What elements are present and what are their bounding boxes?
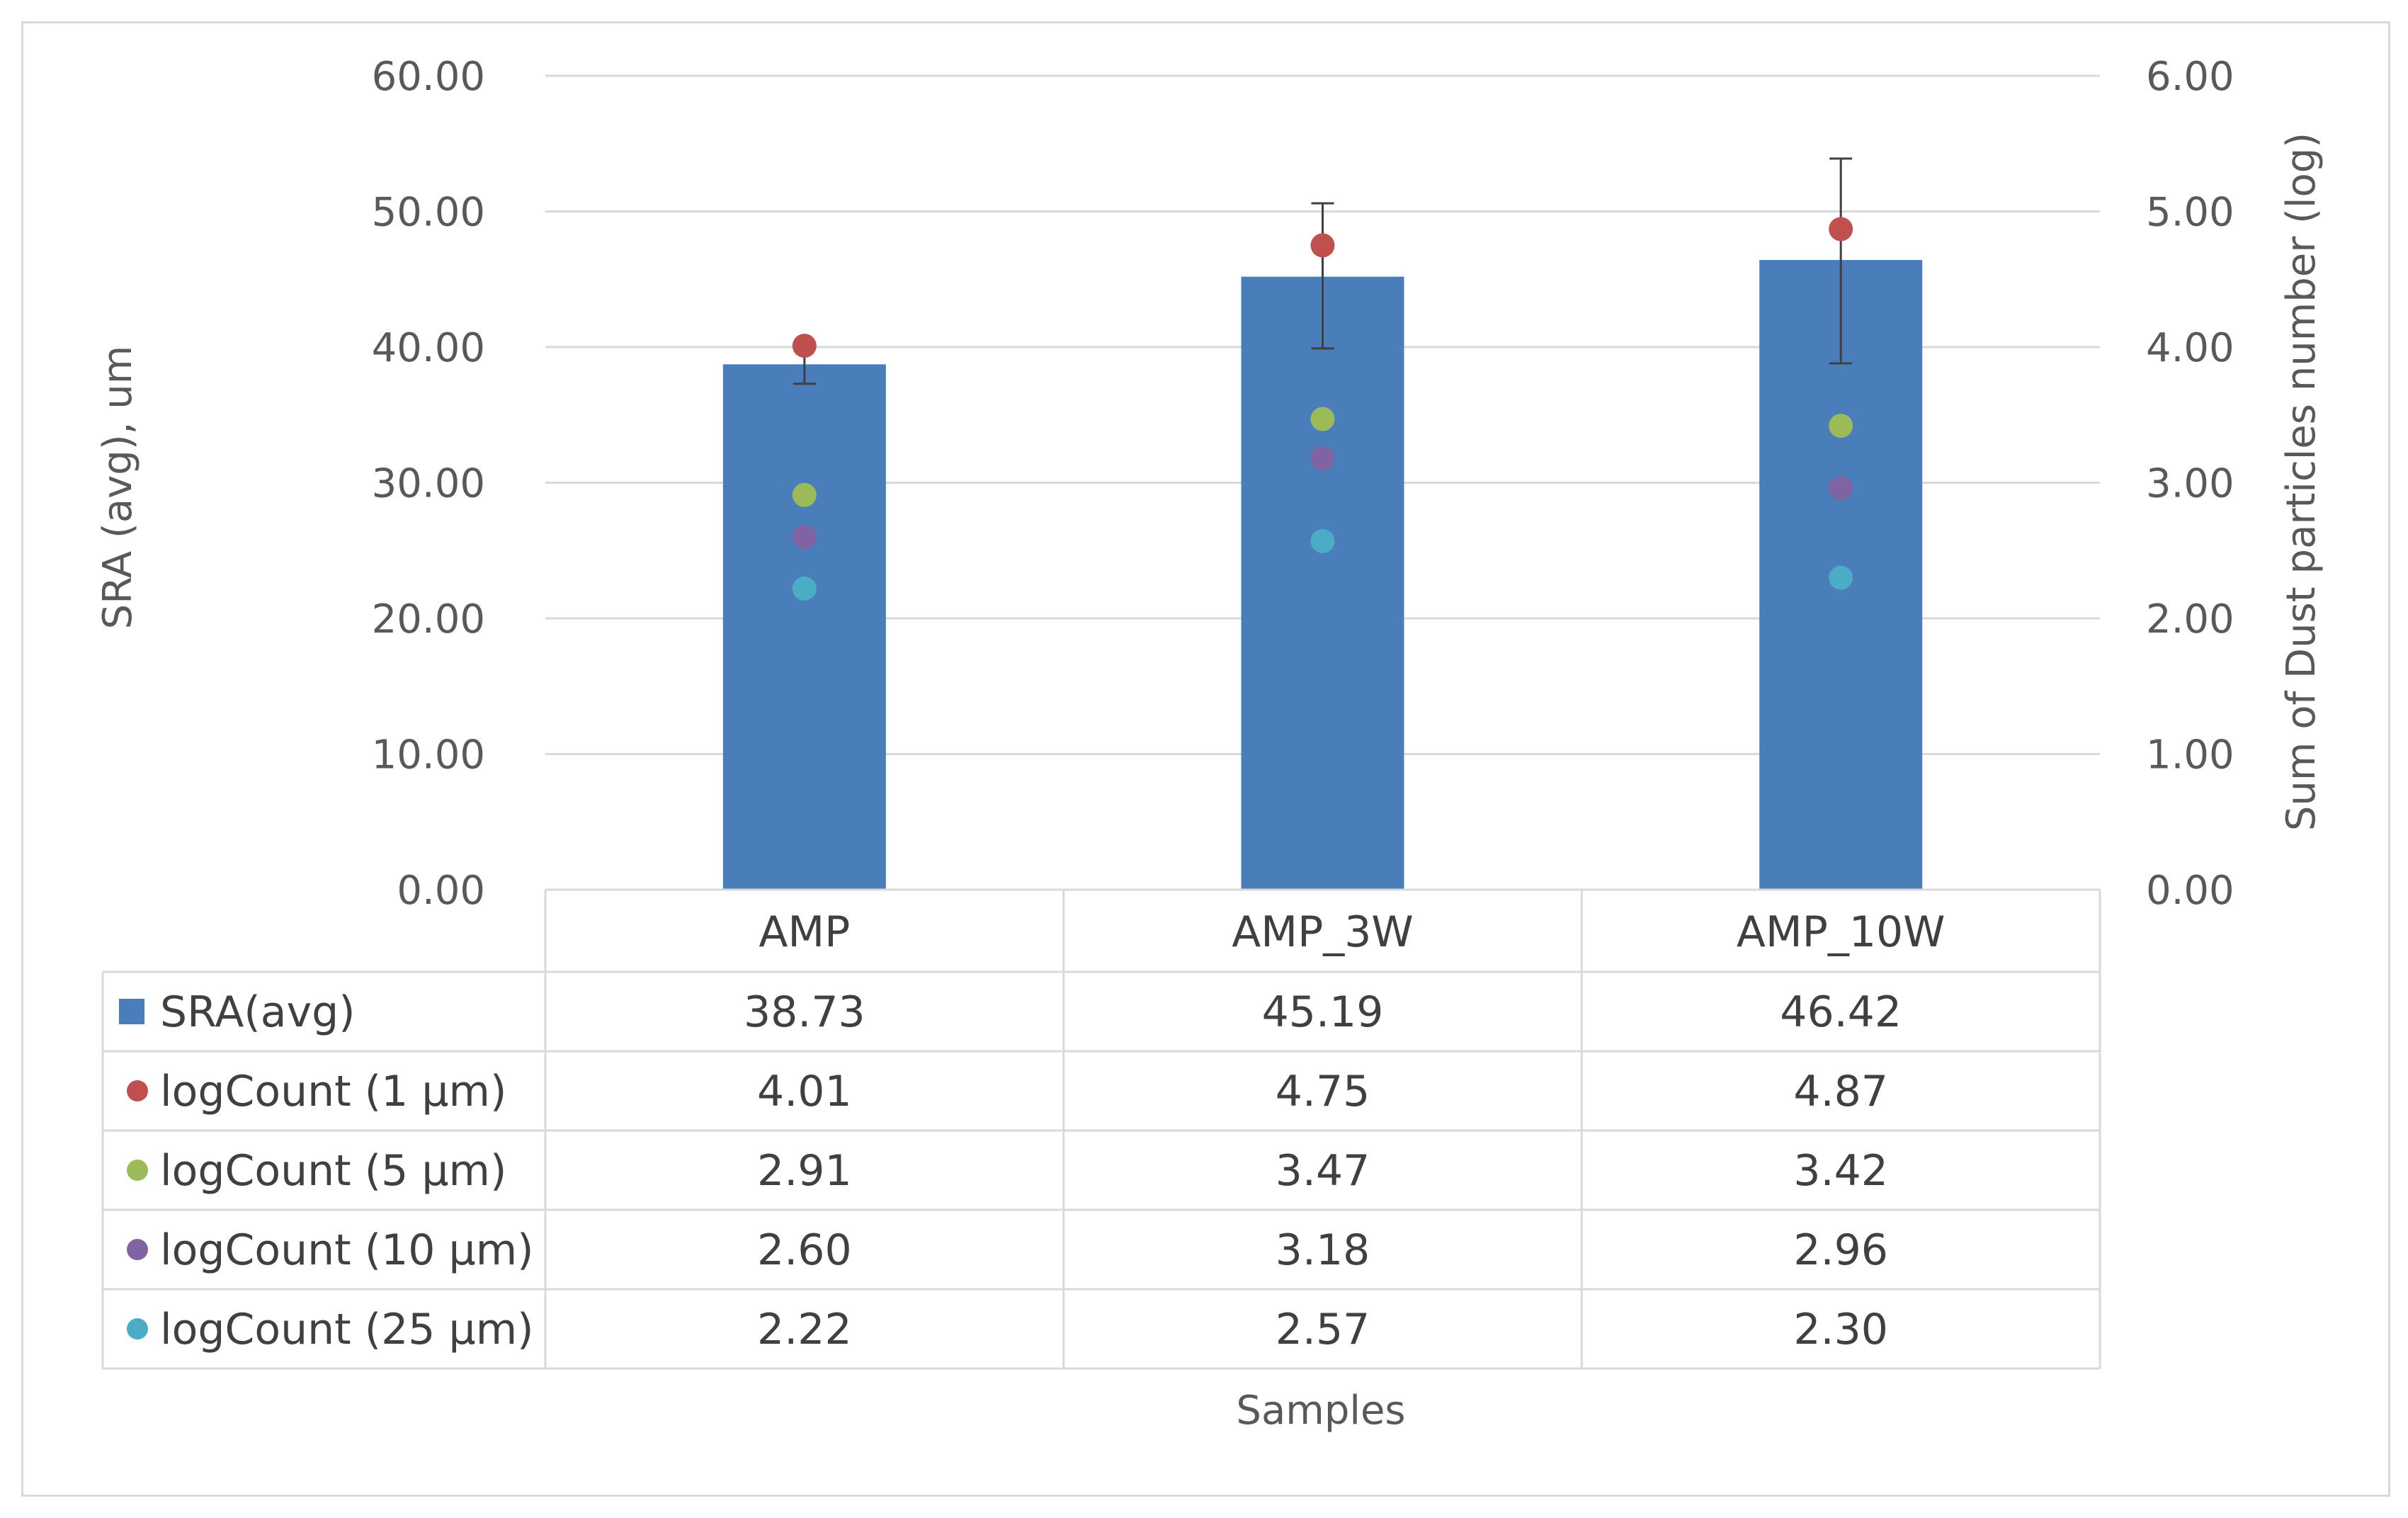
- y2-tick-label: 6.00: [2146, 54, 2234, 100]
- legend-key-dot: [127, 1160, 148, 1181]
- legend-label: logCount (1 µm): [160, 1067, 506, 1116]
- y-tick-label: 30.00: [372, 461, 485, 507]
- table-cell-value: 2.91: [757, 1146, 852, 1196]
- point-series4-amp-3w: [1310, 528, 1335, 553]
- y2-tick-label: 4.00: [2146, 325, 2234, 371]
- y-axis-title: SRA (avg), um: [95, 346, 141, 630]
- y-tick-label: 50.00: [372, 190, 485, 236]
- legend-label: SRA(avg): [160, 987, 356, 1037]
- y2-tick-label: 2.00: [2146, 596, 2234, 642]
- table-cell-value: 4.75: [1276, 1067, 1370, 1116]
- point-series2-amp: [792, 482, 817, 507]
- bar-amp-3w: [1241, 276, 1404, 890]
- legend-key-dot: [127, 1080, 148, 1101]
- point-series1-amp: [792, 334, 817, 358]
- scatter-points: [792, 217, 1853, 601]
- point-series3-amp-10w: [1829, 476, 1853, 501]
- legend-key-square: [119, 999, 144, 1024]
- legend-label: logCount (25 µm): [160, 1305, 534, 1354]
- y-tick-label: 10.00: [372, 732, 485, 778]
- point-series1-amp-10w: [1829, 217, 1853, 242]
- y-tick-label: 40.00: [372, 325, 485, 371]
- point-series2-amp-3w: [1310, 407, 1335, 431]
- table-cell-value: 38.73: [744, 987, 865, 1037]
- point-series1-amp-3w: [1310, 233, 1335, 258]
- table-cell-value: 2.22: [757, 1305, 852, 1354]
- y2-tick-label: 0.00: [2146, 868, 2234, 914]
- y-tick-label: 0.00: [397, 868, 485, 914]
- y2-axis-title: Sum of Dust particles number (log): [2278, 132, 2324, 831]
- y2-tick-label: 1.00: [2146, 732, 2234, 778]
- legend-label: logCount (5 µm): [160, 1146, 506, 1196]
- category-label: AMP_3W: [1232, 907, 1414, 957]
- table-cell-value: 45.19: [1262, 987, 1384, 1037]
- data-table: AMP AMP_3W AMP_10W SRA(avg) 38.73 45.19 46.42 l…: [101, 888, 2101, 1370]
- y2-tick-label: 3.00: [2146, 461, 2234, 507]
- y-axis-ticks: 0.00 10.00 20.00 30.00 40.00 50.00 60.00: [372, 54, 485, 914]
- table-cell-value: 2.57: [1276, 1305, 1370, 1354]
- point-series2-amp-10w: [1829, 414, 1853, 438]
- table-cell-value: 4.87: [1793, 1067, 1888, 1116]
- table-cell-value: 2.60: [757, 1225, 852, 1275]
- chart-frame: [21, 21, 2390, 1497]
- point-series4-amp-10w: [1829, 565, 1853, 590]
- table-cell-value: 3.47: [1276, 1146, 1370, 1196]
- table-cell-value: 3.42: [1793, 1146, 1888, 1196]
- point-series3-amp-3w: [1310, 446, 1335, 471]
- y-tick-label: 20.00: [372, 596, 485, 642]
- y2-tick-label: 5.00: [2146, 190, 2234, 236]
- table-cell-value: 2.96: [1793, 1225, 1888, 1275]
- bar-amp: [722, 364, 886, 890]
- category-label: AMP_10W: [1737, 907, 1946, 957]
- table-cell-value: 2.30: [1793, 1305, 1888, 1354]
- legend-key-dot: [127, 1318, 148, 1339]
- y-tick-label: 60.00: [372, 54, 485, 100]
- point-series4-amp: [792, 576, 817, 601]
- table-cell-value: 3.18: [1276, 1225, 1370, 1275]
- table-cell-value: 46.42: [1780, 987, 1902, 1037]
- point-series3-amp: [792, 525, 817, 550]
- bars: [722, 260, 1923, 890]
- legend-label: logCount (10 µm): [160, 1225, 534, 1275]
- y2-axis-ticks: 0.00 1.00 2.00 3.00 4.00 5.00 6.00: [2146, 54, 2234, 914]
- category-label: AMP: [759, 907, 850, 957]
- legend-key-dot: [127, 1239, 148, 1260]
- table-cell-value: 4.01: [757, 1067, 852, 1116]
- x-axis-title: Samples: [1236, 1388, 1405, 1434]
